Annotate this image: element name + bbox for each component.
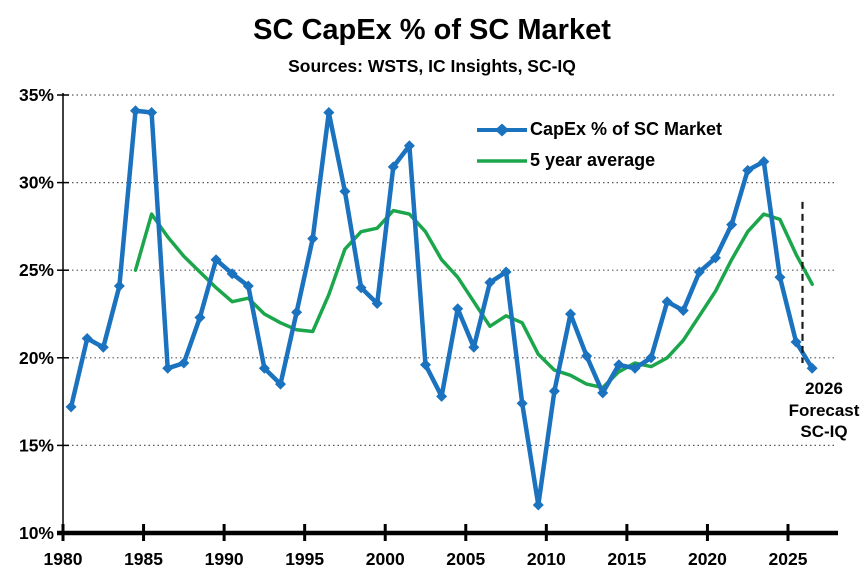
capex-data-point <box>581 350 593 362</box>
chart-title: SC CapEx % of SC Market <box>253 14 611 46</box>
x-tick-label: 1980 <box>44 549 83 569</box>
capex-data-point <box>484 276 496 288</box>
x-tick-label: 1990 <box>205 549 244 569</box>
capex-data-point <box>597 387 609 399</box>
capex-data-point <box>355 282 367 294</box>
chart-subtitle: Sources: WSTS, IC Insights, SC-IQ <box>288 56 576 76</box>
capex-data-point <box>178 357 190 369</box>
forecast-annotation-line3: SC-IQ <box>800 422 848 441</box>
capex-data-point <box>565 308 576 320</box>
legend-capex-marker-icon <box>477 123 527 136</box>
y-tick-label: 30% <box>19 173 54 193</box>
capex-data-point <box>710 252 721 264</box>
capex-data-point <box>661 296 673 308</box>
forecast-annotation: 2026 Forecast SC-IQ <box>773 378 864 443</box>
capex-data-point <box>81 333 93 345</box>
capex-data-point <box>194 312 206 324</box>
x-tick-label: 2010 <box>527 549 566 569</box>
x-tick-label: 2015 <box>607 549 646 569</box>
x-tick-label: 2020 <box>688 549 727 569</box>
capex-data-point <box>97 341 109 353</box>
y-tick-label: 15% <box>19 435 54 455</box>
capex-data-point <box>146 107 158 119</box>
legend-average-marker-icon <box>477 158 527 163</box>
capex-data-point <box>516 397 528 409</box>
forecast-annotation-line1: 2026 <box>805 379 843 398</box>
capex-data-point <box>323 107 335 119</box>
capex-data-point <box>130 105 141 117</box>
forecast-annotation-line2: Forecast <box>788 400 860 420</box>
capex-data-point <box>468 341 480 353</box>
capex-data-point <box>162 362 174 374</box>
capex-data-point <box>613 359 625 371</box>
capex-data-point <box>113 280 125 292</box>
legend-item-capex: CapEx % of SC Market <box>476 114 722 145</box>
capex-data-point <box>339 185 351 197</box>
capex-data-point <box>307 233 319 245</box>
x-tick-label: 2025 <box>769 549 808 569</box>
capex-data-point <box>806 362 818 374</box>
capex-data-point <box>629 362 641 374</box>
average-series-line <box>133 208 814 390</box>
legend-capex-label: CapEx % of SC Market <box>530 119 723 139</box>
capex-data-point <box>548 385 560 397</box>
capex-data-point <box>758 156 770 168</box>
capex-data-point <box>742 164 754 176</box>
legend-item-average: 5 year average <box>476 145 722 176</box>
capex-data-point <box>436 390 448 402</box>
capex-data-point <box>452 303 464 315</box>
legend-average-label: 5 year average <box>530 150 656 170</box>
capex-data-point <box>371 297 383 309</box>
x-tick-label: 2000 <box>366 549 405 569</box>
legend-capex-diamond <box>495 123 509 136</box>
capex-data-point <box>693 266 705 278</box>
capex-data-point <box>726 219 738 231</box>
capex-data-point <box>645 352 657 364</box>
x-tick-label: 1995 <box>285 549 324 569</box>
capex-data-point <box>226 268 238 280</box>
capex-data-point <box>790 336 802 348</box>
y-tick-label: 10% <box>19 523 54 543</box>
capex-data-point <box>291 306 303 318</box>
capex-data-point <box>387 161 399 173</box>
x-tick-label: 2005 <box>446 549 485 569</box>
capex-data-point <box>532 499 544 511</box>
capex-data-point <box>210 254 222 266</box>
x-tick-label: 1985 <box>124 549 163 569</box>
capex-data-point <box>403 140 415 152</box>
capex-data-point <box>500 266 512 278</box>
y-tick-label: 20% <box>19 348 54 368</box>
capex-data-point <box>420 359 431 371</box>
capex-data-point <box>774 271 786 283</box>
y-tick-label: 35% <box>19 85 54 105</box>
capex-data-point <box>258 362 270 374</box>
capex-data-point <box>242 280 254 292</box>
legend: CapEx % of SC Market 5 year average <box>476 114 722 176</box>
capex-data-point <box>677 304 689 316</box>
y-tick-label: 25% <box>19 260 54 280</box>
capex-data-point <box>275 378 286 390</box>
capex-data-point <box>65 401 77 413</box>
